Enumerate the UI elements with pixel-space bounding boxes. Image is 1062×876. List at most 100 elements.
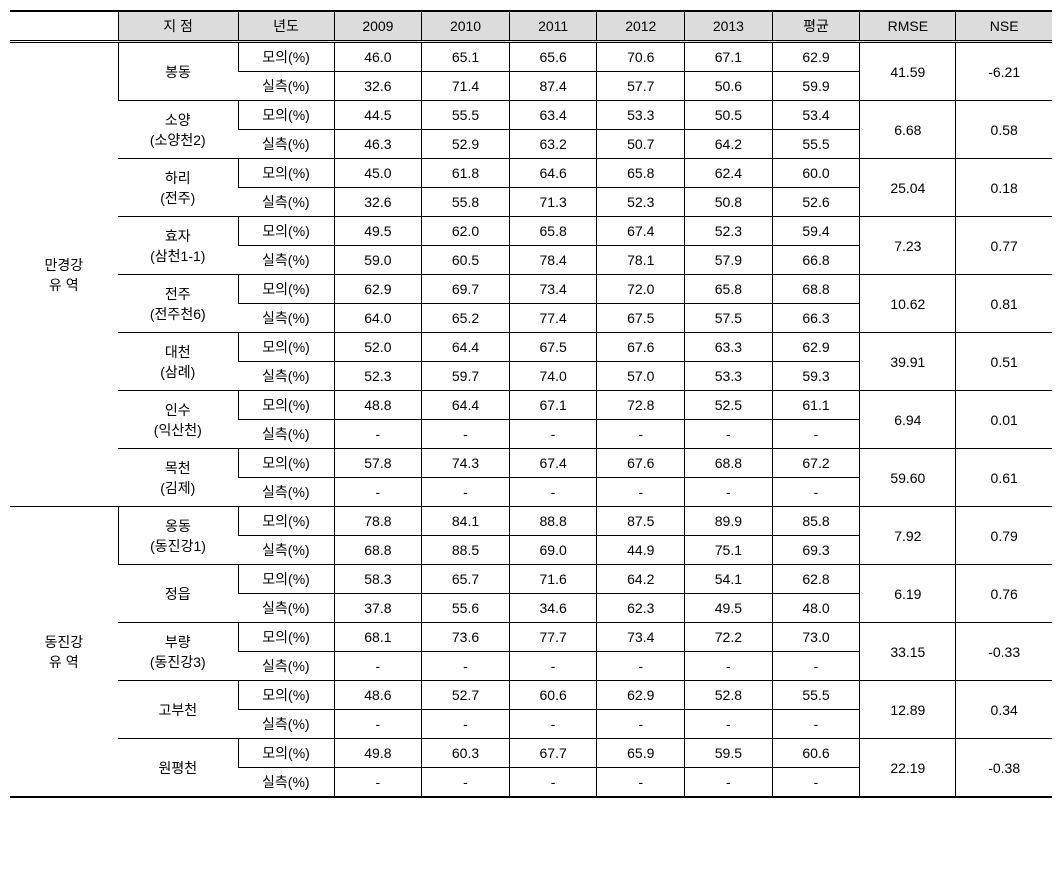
- data-cell: 60.3: [422, 739, 510, 768]
- data-cell: 69.3: [772, 536, 860, 565]
- data-cell: -: [509, 710, 597, 739]
- header-station: 지 점: [118, 11, 238, 42]
- type-cell: 모의(%): [238, 159, 334, 188]
- nse-cell: 0.58: [956, 101, 1052, 159]
- rmse-cell: 7.92: [860, 507, 956, 565]
- data-cell: 62.9: [334, 275, 422, 304]
- nse-cell: 0.51: [956, 333, 1052, 391]
- data-cell: -: [422, 652, 510, 681]
- data-cell: 48.6: [334, 681, 422, 710]
- station-cell: 원평천: [118, 739, 238, 798]
- data-cell: 67.1: [685, 42, 773, 72]
- rmse-cell: 22.19: [860, 739, 956, 798]
- data-cell: 67.5: [509, 333, 597, 362]
- data-cell: 52.8: [685, 681, 773, 710]
- data-cell: -: [772, 478, 860, 507]
- table-row: 정읍모의(%)58.365.771.664.254.162.86.190.76: [10, 565, 1052, 594]
- type-cell: 실측(%): [238, 72, 334, 101]
- data-cell: 57.5: [685, 304, 773, 333]
- rmse-cell: 33.15: [860, 623, 956, 681]
- data-cell: 32.6: [334, 72, 422, 101]
- rmse-cell: 6.94: [860, 391, 956, 449]
- data-cell: 89.9: [685, 507, 773, 536]
- data-cell: 72.0: [597, 275, 685, 304]
- data-cell: 50.6: [685, 72, 773, 101]
- data-cell: 64.6: [509, 159, 597, 188]
- data-cell: 78.4: [509, 246, 597, 275]
- nse-cell: 0.18: [956, 159, 1052, 217]
- data-cell: 60.0: [772, 159, 860, 188]
- header-2012: 2012: [597, 11, 685, 42]
- data-cell: 71.6: [509, 565, 597, 594]
- data-cell: 48.8: [334, 391, 422, 420]
- type-cell: 실측(%): [238, 478, 334, 507]
- data-cell: -: [509, 768, 597, 798]
- data-cell: -: [685, 478, 773, 507]
- table-row: 하리(전주)모의(%)45.061.864.665.862.460.025.04…: [10, 159, 1052, 188]
- data-cell: 62.9: [772, 42, 860, 72]
- data-cell: 61.8: [422, 159, 510, 188]
- table-row: 전주(전주천6)모의(%)62.969.773.472.065.868.810.…: [10, 275, 1052, 304]
- data-table: 지 점 년도 2009 2010 2011 2012 2013 평균 RMSE …: [10, 10, 1052, 798]
- data-cell: 52.0: [334, 333, 422, 362]
- data-cell: 60.6: [772, 739, 860, 768]
- data-cell: 63.4: [509, 101, 597, 130]
- station-cell: 목천(김제): [118, 449, 238, 507]
- data-cell: 64.0: [334, 304, 422, 333]
- data-cell: 70.6: [597, 42, 685, 72]
- data-cell: 87.4: [509, 72, 597, 101]
- nse-cell: -0.38: [956, 739, 1052, 798]
- nse-cell: 0.34: [956, 681, 1052, 739]
- nse-cell: 0.77: [956, 217, 1052, 275]
- header-2009: 2009: [334, 11, 422, 42]
- station-cell: 부량(동진강3): [118, 623, 238, 681]
- nse-cell: -0.33: [956, 623, 1052, 681]
- data-cell: 66.3: [772, 304, 860, 333]
- data-cell: 37.8: [334, 594, 422, 623]
- table-row: 효자(삼천1-1)모의(%)49.562.065.867.452.359.47.…: [10, 217, 1052, 246]
- data-cell: 59.0: [334, 246, 422, 275]
- data-cell: -: [772, 420, 860, 449]
- data-cell: 61.1: [772, 391, 860, 420]
- data-cell: 62.8: [772, 565, 860, 594]
- data-cell: 59.5: [685, 739, 773, 768]
- data-cell: 50.5: [685, 101, 773, 130]
- type-cell: 실측(%): [238, 652, 334, 681]
- type-cell: 모의(%): [238, 623, 334, 652]
- data-cell: 48.0: [772, 594, 860, 623]
- data-cell: 67.4: [597, 217, 685, 246]
- data-cell: 49.8: [334, 739, 422, 768]
- station-cell: 하리(전주): [118, 159, 238, 217]
- nse-cell: 0.01: [956, 391, 1052, 449]
- data-cell: 65.6: [509, 42, 597, 72]
- data-cell: -: [597, 478, 685, 507]
- data-cell: -: [685, 652, 773, 681]
- data-cell: -: [772, 710, 860, 739]
- data-cell: 75.1: [685, 536, 773, 565]
- data-cell: 62.4: [685, 159, 773, 188]
- type-cell: 실측(%): [238, 768, 334, 798]
- data-cell: 63.2: [509, 130, 597, 159]
- data-cell: 78.8: [334, 507, 422, 536]
- station-cell: 고부천: [118, 681, 238, 739]
- nse-cell: -6.21: [956, 42, 1052, 101]
- data-cell: 53.4: [772, 101, 860, 130]
- rmse-cell: 25.04: [860, 159, 956, 217]
- data-cell: 52.3: [597, 188, 685, 217]
- data-cell: 52.5: [685, 391, 773, 420]
- nse-cell: 0.61: [956, 449, 1052, 507]
- data-cell: 55.5: [772, 130, 860, 159]
- data-cell: 52.3: [685, 217, 773, 246]
- type-cell: 모의(%): [238, 275, 334, 304]
- rmse-cell: 6.19: [860, 565, 956, 623]
- type-cell: 실측(%): [238, 130, 334, 159]
- type-cell: 모의(%): [238, 42, 334, 72]
- table-row: 목천(김제)모의(%)57.874.367.467.668.867.259.60…: [10, 449, 1052, 478]
- type-cell: 실측(%): [238, 420, 334, 449]
- data-cell: 65.9: [597, 739, 685, 768]
- data-cell: 64.2: [597, 565, 685, 594]
- data-cell: 67.6: [597, 449, 685, 478]
- data-cell: -: [772, 768, 860, 798]
- data-cell: 65.2: [422, 304, 510, 333]
- data-cell: 57.0: [597, 362, 685, 391]
